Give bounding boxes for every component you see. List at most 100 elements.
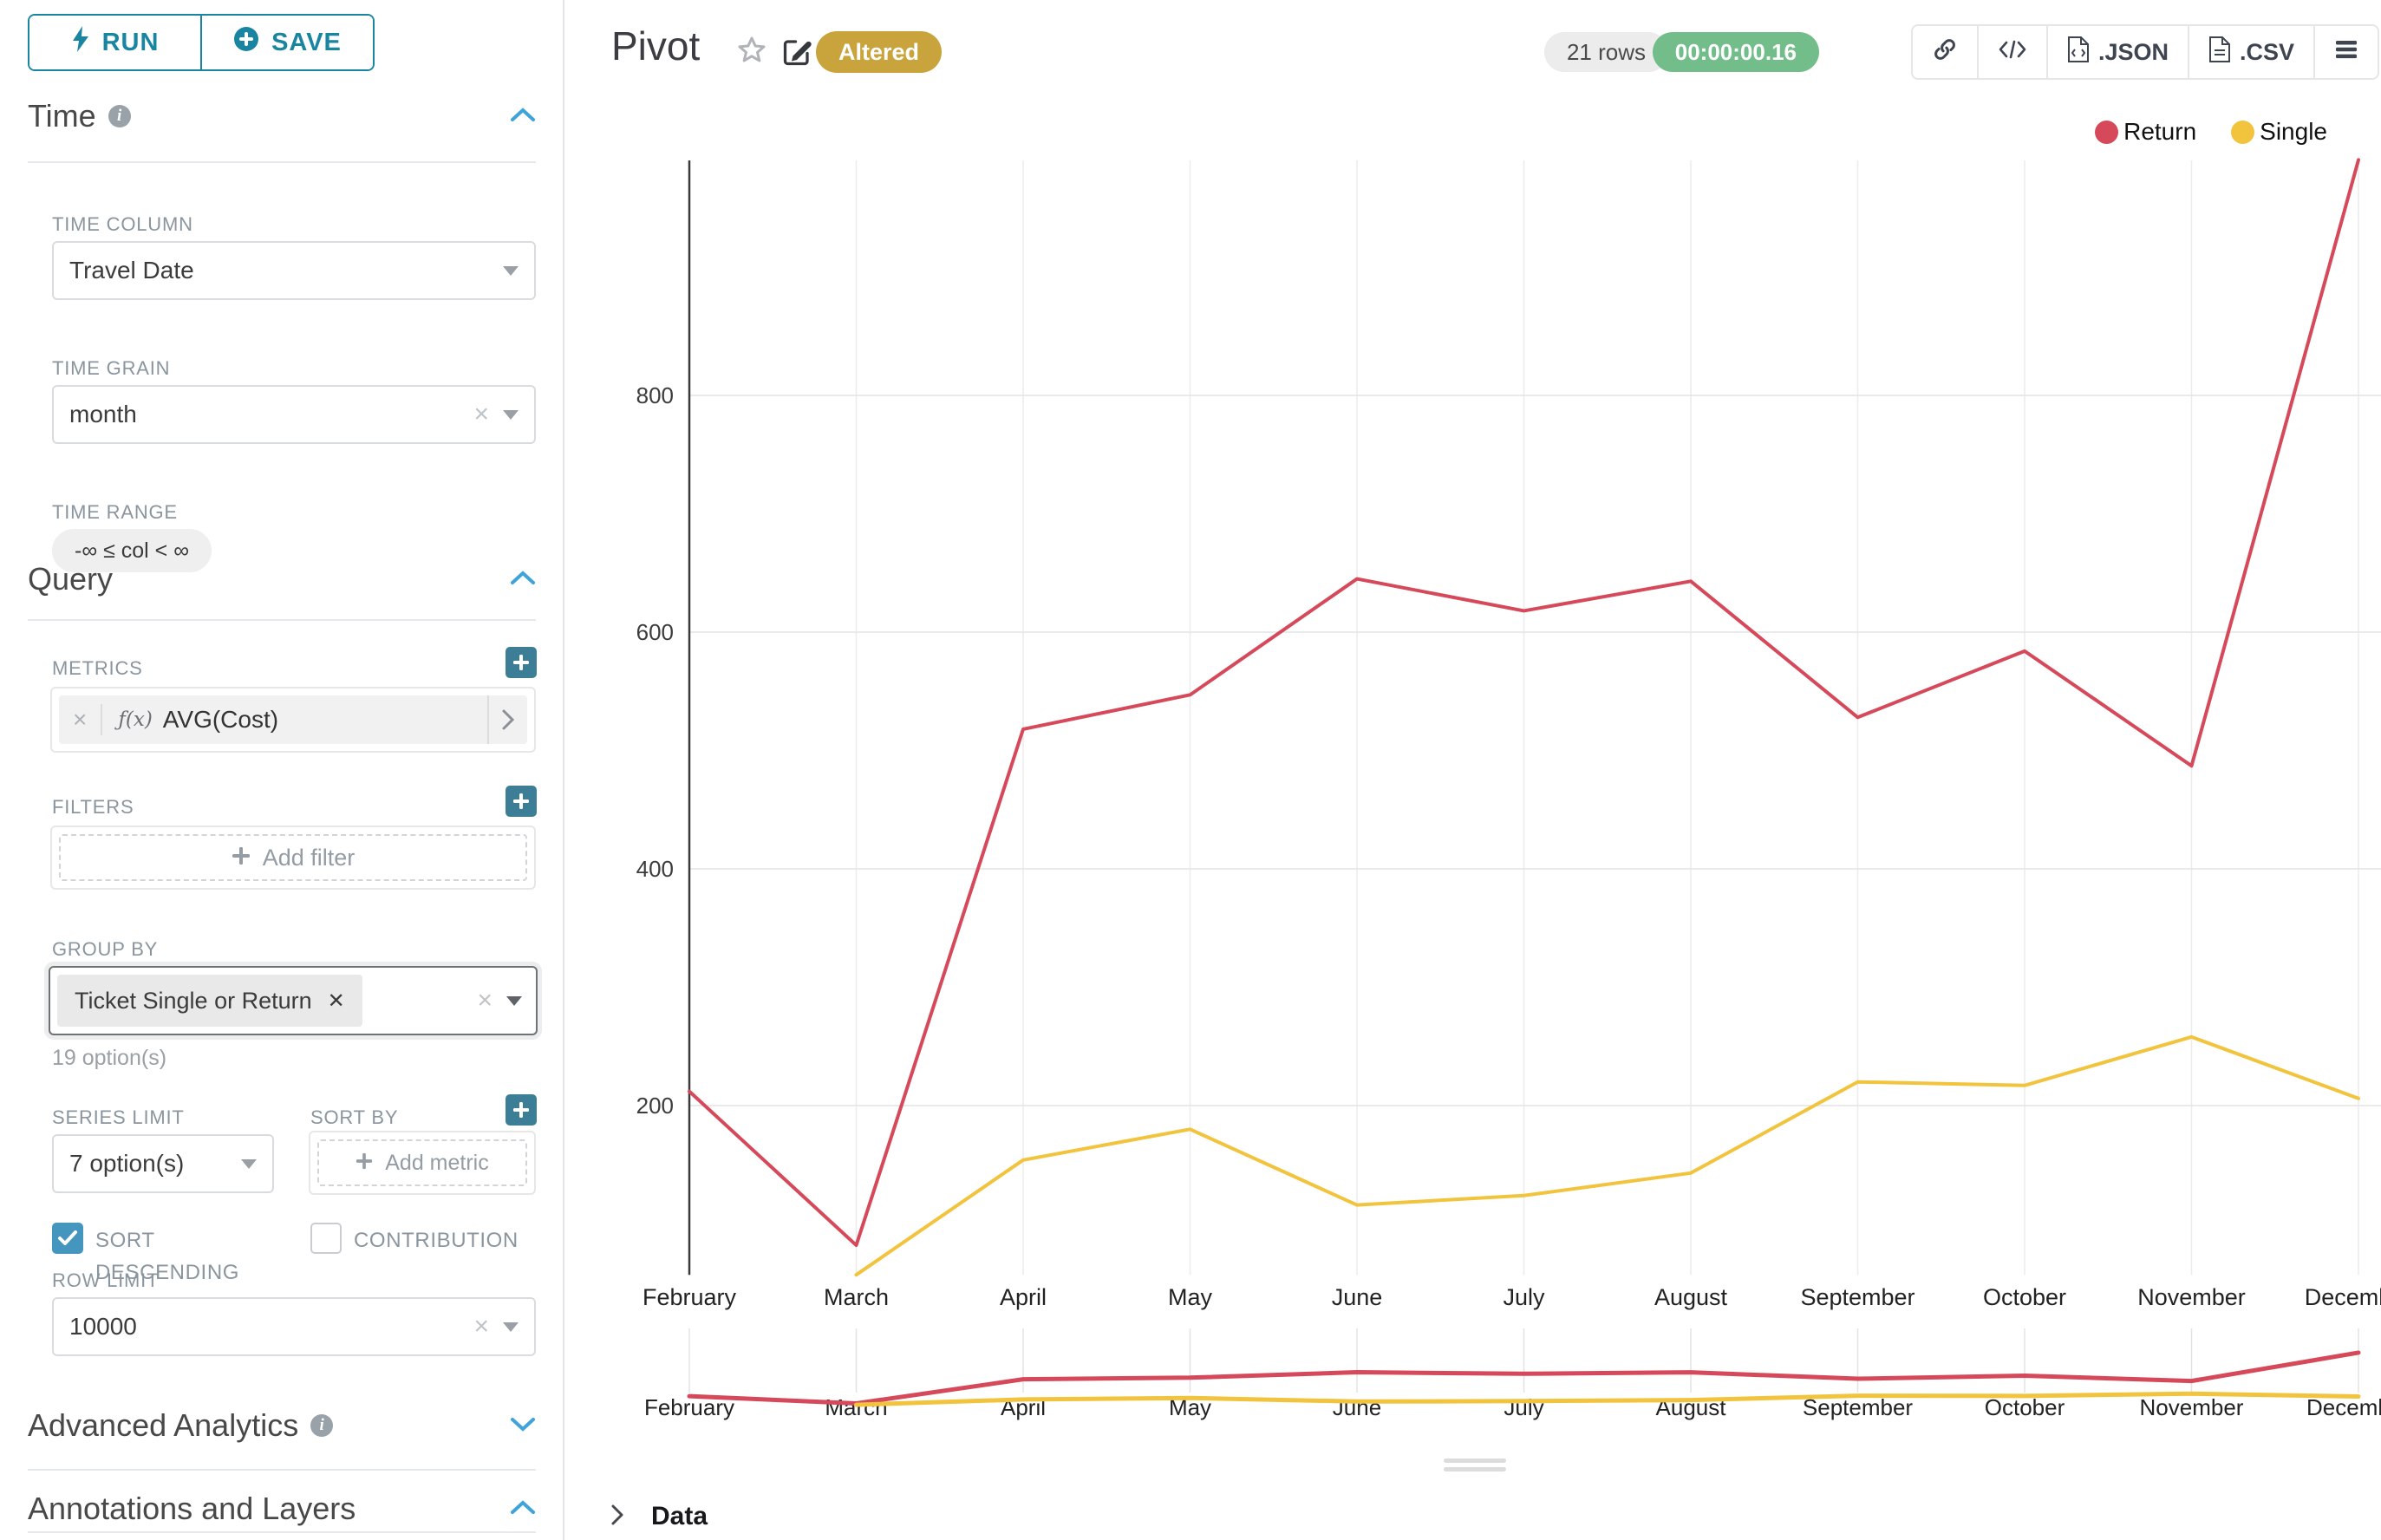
plus-circle-icon	[233, 26, 259, 59]
add-filter-plus-button[interactable]	[506, 786, 537, 817]
row-limit-label: ROW LIMIT	[52, 1269, 160, 1291]
remove-metric-icon[interactable]: ×	[73, 706, 88, 733]
chart-panel: Pivot Altered 21 rows 00:00:00.16 .JSON	[566, 0, 2381, 1540]
x-axis-tick-label: March	[824, 1284, 889, 1310]
y-axis-tick-label: 200	[636, 1093, 674, 1119]
metric-name: AVG(Cost)	[162, 706, 279, 733]
query-section-title: Query	[28, 561, 114, 597]
add-metric-label: Add metric	[385, 1150, 489, 1175]
chart-legend: Return Single	[2095, 118, 2327, 146]
data-panel-toggle[interactable]: Data	[566, 1493, 2381, 1540]
sort-descending-control[interactable]: SORT DESCENDING	[52, 1223, 295, 1289]
add-sort-metric-plus-button[interactable]	[506, 1094, 537, 1126]
altered-badge: Altered	[816, 31, 943, 73]
export-csv-label: .CSV	[2239, 38, 2294, 65]
time-grain-value: month	[69, 401, 137, 427]
chevron-up-icon[interactable]	[510, 1499, 536, 1519]
clear-icon[interactable]: ×	[477, 986, 493, 1015]
save-button[interactable]: SAVE	[200, 16, 373, 69]
x-axis-tick-label: April	[1000, 1284, 1047, 1310]
time-section-header[interactable]: Time i	[28, 97, 536, 135]
x-axis-tick-label: July	[1503, 1284, 1545, 1310]
remove-tag-icon[interactable]: ✕	[327, 989, 345, 1013]
add-filter-button[interactable]: Add filter	[59, 834, 527, 881]
advanced-analytics-header[interactable]: Advanced Analytics i	[28, 1406, 536, 1445]
data-panel-label: Data	[651, 1502, 708, 1530]
row-limit-value: 10000	[69, 1313, 137, 1340]
x-axis-tick-label: November	[2137, 1284, 2246, 1310]
mini-single-series-line[interactable]	[854, 1391, 2361, 1407]
x-axis-tick-label: October	[1983, 1284, 2066, 1310]
csv-file-icon	[2208, 36, 2231, 69]
metrics-label: METRICS	[52, 657, 143, 679]
contribution-label: CONTRIBUTION	[354, 1229, 519, 1252]
line-chart[interactable]: 200 400 600 800 February March April May June Jul…	[566, 121, 2381, 1353]
contribution-control[interactable]: CONTRIBUTION	[310, 1223, 545, 1256]
view-query-button[interactable]	[1976, 26, 2046, 78]
export-csv-button[interactable]: .CSV	[2187, 26, 2313, 78]
contribution-checkbox[interactable]	[310, 1223, 342, 1254]
row-count-badge: 21 rows	[1543, 32, 1668, 72]
group-by-label: GROUP BY	[52, 938, 159, 960]
time-grain-select[interactable]: month ×	[52, 385, 536, 444]
favorite-star-icon[interactable]	[734, 33, 769, 72]
advanced-analytics-title: Advanced Analytics	[28, 1407, 299, 1443]
legend-item-return[interactable]: Return	[2095, 118, 2196, 146]
single-series-dot	[2231, 120, 2255, 144]
chevron-up-icon[interactable]	[510, 570, 536, 590]
export-json-button[interactable]: .JSON	[2045, 26, 2188, 78]
sort-descending-checkbox[interactable]	[52, 1223, 83, 1254]
chart-menu-button[interactable]	[2313, 26, 2378, 78]
info-icon: i	[310, 1414, 334, 1437]
series-limit-select[interactable]: 7 option(s)	[52, 1134, 274, 1193]
metric-item[interactable]: × ƒ(x) AVG(Cost)	[59, 695, 527, 744]
caret-down-icon	[503, 1321, 519, 1332]
copy-link-button[interactable]	[1913, 26, 1977, 78]
annotations-header[interactable]: Annotations and Layers	[28, 1490, 536, 1528]
expand-metric-button[interactable]	[487, 695, 527, 744]
time-range-label: TIME RANGE	[52, 501, 178, 523]
panel-resize-handle[interactable]	[1444, 1458, 1506, 1476]
return-series-line[interactable]	[688, 158, 2360, 1248]
clear-icon[interactable]: ×	[473, 400, 489, 428]
time-range-pill[interactable]: -∞ ≤ col < ∞	[52, 529, 212, 572]
sort-descending-label: SORT DESCENDING	[95, 1229, 240, 1285]
json-file-icon	[2067, 36, 2090, 69]
clear-icon[interactable]: ×	[473, 1312, 489, 1341]
sort-by-label: SORT BY	[310, 1106, 399, 1128]
y-axis-tick-label: 400	[636, 856, 674, 882]
mini-return-series-line[interactable]	[687, 1350, 2361, 1406]
filters-label: FILTERS	[52, 796, 134, 818]
x-axis-tick-label: September	[1800, 1284, 1915, 1310]
time-grain-label: TIME GRAIN	[52, 357, 171, 379]
group-by-tag[interactable]: Ticket Single or Return ✕	[57, 975, 362, 1027]
chevron-down-icon[interactable]	[510, 1416, 536, 1436]
legend-single-label: Single	[2260, 118, 2327, 145]
edit-pencil-icon[interactable]	[781, 36, 812, 72]
save-button-label: SAVE	[271, 28, 342, 56]
add-metric-plus-button[interactable]	[506, 647, 537, 678]
link-icon	[1932, 36, 1958, 69]
single-series-line[interactable]	[854, 1034, 2360, 1277]
chevron-up-icon[interactable]	[510, 107, 536, 127]
run-button-label: RUN	[101, 28, 160, 56]
add-sort-metric-button[interactable]: Add metric	[317, 1139, 527, 1186]
legend-item-single[interactable]: Single	[2231, 118, 2327, 146]
code-icon	[1998, 38, 2027, 67]
row-limit-select[interactable]: 10000 ×	[52, 1297, 536, 1356]
range-selector-chart[interactable]: February March April May June July August Septe…	[566, 1318, 2381, 1439]
time-section-title: Time	[28, 98, 96, 134]
page-title: Pivot	[611, 23, 701, 69]
y-axis-tick-label: 600	[636, 619, 674, 645]
run-button[interactable]: RUN	[29, 16, 200, 69]
caret-down-icon	[503, 409, 519, 420]
export-toolbar: .JSON .CSV	[1910, 24, 2379, 80]
series-limit-value: 7 option(s)	[69, 1150, 185, 1177]
chevron-right-icon	[610, 1503, 625, 1531]
hamburger-menu-icon	[2334, 39, 2358, 66]
query-section-header[interactable]: Query	[28, 560, 536, 598]
time-column-select[interactable]: Travel Date	[52, 241, 536, 300]
group-by-select[interactable]: Ticket Single or Return ✕ ×	[49, 966, 538, 1035]
legend-return-label: Return	[2123, 118, 2197, 145]
mini-x-axis-label: December	[2306, 1394, 2381, 1420]
